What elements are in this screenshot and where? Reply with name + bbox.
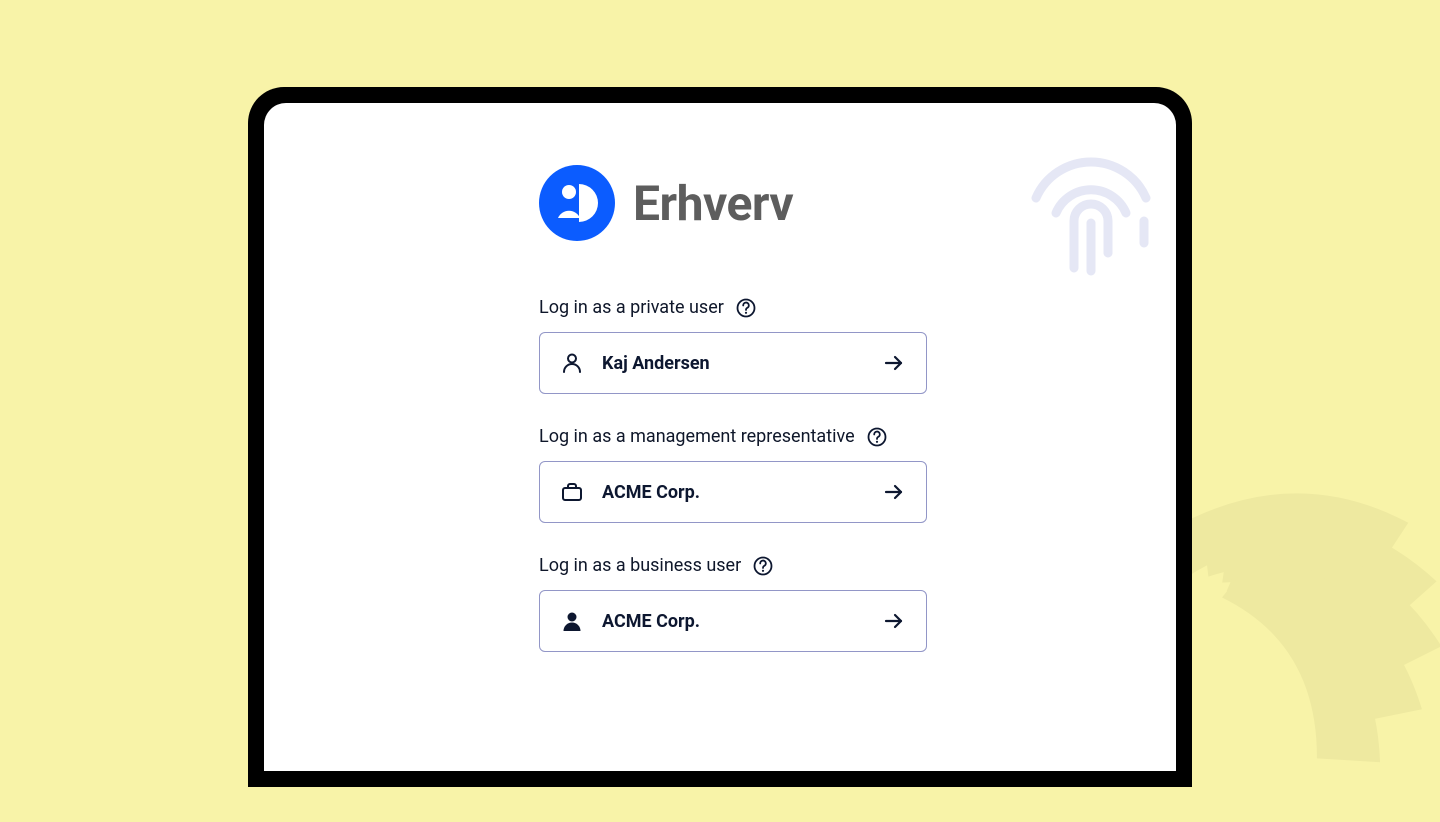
section-business-header: Log in as a business user: [539, 555, 901, 576]
card-management-label: ACME Corp.: [602, 482, 864, 503]
content-area: Erhverv Log in as a private user: [264, 103, 1176, 652]
section-business: Log in as a business user: [539, 555, 901, 652]
help-button-private[interactable]: [736, 298, 756, 318]
help-icon: [753, 556, 773, 576]
briefcase-icon: [560, 480, 584, 504]
brand-row: Erhverv: [539, 165, 901, 241]
section-management: Log in as a management representative: [539, 426, 901, 523]
device-frame: Erhverv Log in as a private user: [248, 87, 1192, 787]
help-button-management[interactable]: [867, 427, 887, 447]
help-icon: [867, 427, 887, 447]
help-icon: [736, 298, 756, 318]
login-card-management[interactable]: ACME Corp.: [539, 461, 927, 523]
brand-title: Erhverv: [633, 175, 793, 232]
section-business-label: Log in as a business user: [539, 555, 741, 576]
section-private: Log in as a private user: [539, 297, 901, 394]
screen: Erhverv Log in as a private user: [264, 103, 1176, 771]
card-business-label: ACME Corp.: [602, 611, 864, 632]
card-private-label: Kaj Andersen: [602, 353, 864, 374]
section-management-label: Log in as a management representative: [539, 426, 855, 447]
login-card-business[interactable]: ACME Corp.: [539, 590, 927, 652]
person-filled-icon: [560, 609, 584, 633]
section-private-header: Log in as a private user: [539, 297, 901, 318]
arrow-right-icon: [882, 351, 906, 375]
section-private-label: Log in as a private user: [539, 297, 724, 318]
person-outline-icon: [560, 351, 584, 375]
brand-logo: [539, 165, 615, 241]
arrow-right-icon: [882, 609, 906, 633]
help-button-business[interactable]: [753, 556, 773, 576]
arrow-right-icon: [882, 480, 906, 504]
section-management-header: Log in as a management representative: [539, 426, 901, 447]
login-card-private[interactable]: Kaj Andersen: [539, 332, 927, 394]
